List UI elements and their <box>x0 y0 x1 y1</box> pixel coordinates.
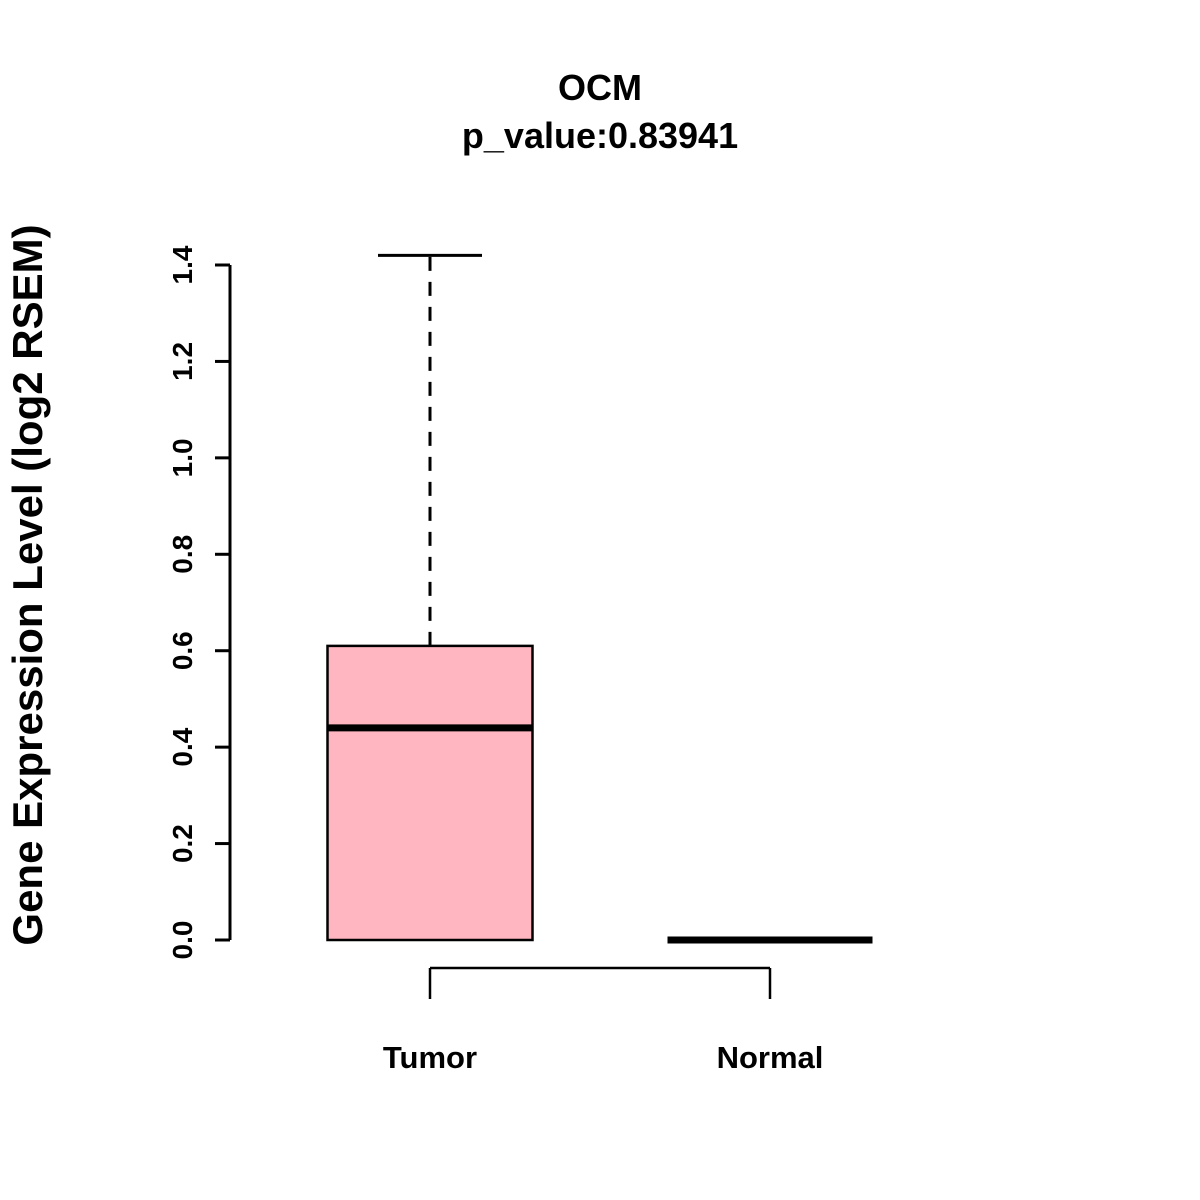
chart-title: OCM <box>558 67 642 108</box>
x-category-label: Tumor <box>383 1040 477 1075</box>
y-tick-label: 0.0 <box>167 921 198 960</box>
y-tick-label: 0.2 <box>167 824 198 863</box>
y-tick-label: 1.4 <box>167 245 198 284</box>
y-tick-label: 0.6 <box>167 631 198 670</box>
y-tick-label: 1.2 <box>167 342 198 381</box>
y-tick-label: 0.8 <box>167 535 198 574</box>
x-category-label: Normal <box>717 1040 824 1075</box>
y-axis-label: Gene Expression Level (log2 RSEM) <box>4 224 51 945</box>
y-tick-label: 1.0 <box>167 438 198 477</box>
tumor-box <box>326 644 534 942</box>
y-tick-label: 0.4 <box>167 727 198 766</box>
chart-subtitle: p_value:0.83941 <box>462 115 738 156</box>
